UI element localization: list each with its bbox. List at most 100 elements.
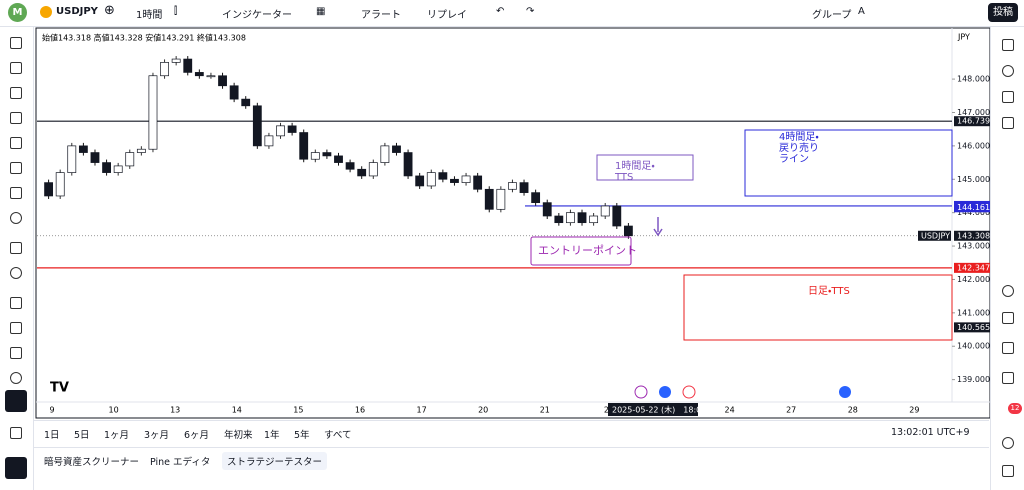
bottom-bar: 1日 5日 1ヶ月 3ヶ月 6ヶ月 年初来 1年 5年 すべて 13:02:01 UTC+9 <box>34 420 989 445</box>
period-button[interactable]: すべて <box>324 430 352 441</box>
hide-tool[interactable] <box>10 372 22 384</box>
watchlist[interactable] <box>1002 39 1014 51</box>
calendar[interactable] <box>1002 312 1014 324</box>
help[interactable] <box>1002 465 1014 477</box>
candle <box>392 145 401 153</box>
line-tool[interactable] <box>10 62 22 74</box>
candle <box>241 98 251 107</box>
candle <box>368 162 378 177</box>
symbol[interactable]: USDJPY <box>56 6 98 17</box>
panel-tab[interactable]: Pine エディタ <box>150 457 211 468</box>
period-button[interactable]: 5日 <box>74 430 90 441</box>
measure-tool[interactable] <box>10 242 22 254</box>
x-tick-label: 10 <box>109 406 119 415</box>
candle <box>67 145 77 173</box>
x-tick-label: 27 <box>786 406 796 415</box>
badge: 12 <box>1008 403 1022 414</box>
note-box <box>744 129 953 197</box>
price-tag-text: 144.161 <box>957 203 990 212</box>
chart-type[interactable]: ⫿ <box>174 6 178 17</box>
y-tick-label: 147.000 <box>957 108 990 117</box>
period-button[interactable]: 年初来 <box>224 430 253 441</box>
undo[interactable]: ↶ <box>496 6 505 17</box>
crosshair-date-box <box>608 403 698 416</box>
streams[interactable] <box>1002 372 1014 384</box>
lock-tool[interactable] <box>10 347 22 359</box>
price-tag <box>954 322 990 333</box>
favorites[interactable] <box>5 457 27 479</box>
panel-tab[interactable]: ストラテジーテスター <box>222 452 328 470</box>
alerts[interactable] <box>1002 65 1014 77</box>
note-text: 1時間足・ <box>615 160 655 172</box>
candle <box>136 148 146 153</box>
add-symbol[interactable]: ⊕ <box>104 3 115 18</box>
pattern-tool[interactable] <box>10 112 22 124</box>
left-toolbar <box>0 27 34 490</box>
panel-tab[interactable]: 暗号資産スクリーナー <box>44 457 140 468</box>
period-button[interactable]: 3ヶ月 <box>144 430 170 441</box>
draw-lock[interactable] <box>10 322 22 334</box>
text-tool[interactable] <box>10 187 22 199</box>
fib-tool[interactable] <box>10 87 22 99</box>
period-button[interactable]: 5年 <box>294 430 310 441</box>
chat[interactable] <box>1002 117 1014 129</box>
redo[interactable]: ↷ <box>526 6 535 17</box>
cursor-tool[interactable] <box>10 37 22 49</box>
candle <box>519 182 529 193</box>
candle <box>334 155 343 163</box>
x-tick-label: 17 <box>417 406 427 415</box>
event-icon <box>682 385 696 399</box>
period-button[interactable]: 1日 <box>44 430 60 441</box>
ideas[interactable] <box>1002 342 1014 354</box>
y-tick-label: 145.000 <box>957 175 990 184</box>
period-button[interactable]: 1年 <box>264 430 280 441</box>
arrow-head <box>653 228 663 237</box>
post-button[interactable]: 投稿 <box>988 3 1018 22</box>
zoom-tool[interactable] <box>10 267 22 279</box>
candle <box>426 172 436 187</box>
y-tick-label: 139.000 <box>957 375 990 384</box>
forecast-tool[interactable] <box>10 137 22 149</box>
period-button[interactable]: 1ヶ月 <box>104 430 130 441</box>
clock-icon[interactable] <box>1002 285 1014 297</box>
x-tick-label: 2 <box>604 406 609 415</box>
notifications[interactable] <box>1002 437 1014 449</box>
candle <box>566 212 575 224</box>
data-window[interactable] <box>1002 91 1014 103</box>
candle <box>148 75 158 150</box>
note-text: エントリーポイント <box>538 244 637 257</box>
emoji-tool[interactable] <box>10 212 22 224</box>
alert[interactable]: アラート <box>361 10 401 21</box>
font[interactable]: A <box>858 6 865 17</box>
candle <box>612 205 622 227</box>
indicators[interactable]: インジケーター <box>222 10 292 21</box>
y-tick-label: 141.000 <box>957 308 990 317</box>
link-tool[interactable] <box>5 390 27 412</box>
trash-tool[interactable] <box>10 427 22 439</box>
brush-tool[interactable] <box>10 162 22 174</box>
candle <box>438 172 448 180</box>
price-tag-text: 143.308 <box>957 231 990 240</box>
period-button[interactable]: 6ヶ月 <box>184 430 210 441</box>
symbol-tag-text: USDJPY <box>921 231 950 240</box>
group[interactable]: グループ <box>812 10 852 21</box>
symbol-tag <box>918 230 951 241</box>
magnet-tool[interactable] <box>10 297 22 309</box>
right-sidebar: 12 <box>990 27 1024 490</box>
crosshair-date: 2025-05-22 (木) 18:00 <box>612 405 706 415</box>
y-tick-label: 148.000 <box>957 75 990 84</box>
symbol-icon <box>40 6 52 18</box>
logo[interactable]: M <box>8 3 27 22</box>
candle <box>415 175 425 187</box>
y-tick-label: 142.000 <box>957 275 990 284</box>
candle <box>589 215 599 224</box>
candle <box>450 178 459 183</box>
x-tick-label: 16 <box>355 406 365 415</box>
candle <box>322 152 332 157</box>
replay[interactable]: リプレイ <box>427 10 467 21</box>
interval[interactable]: 1時間 <box>136 10 163 21</box>
candle <box>206 75 216 78</box>
candle <box>194 72 204 77</box>
candle <box>276 125 285 137</box>
layouts[interactable]: ▦ <box>316 6 326 17</box>
